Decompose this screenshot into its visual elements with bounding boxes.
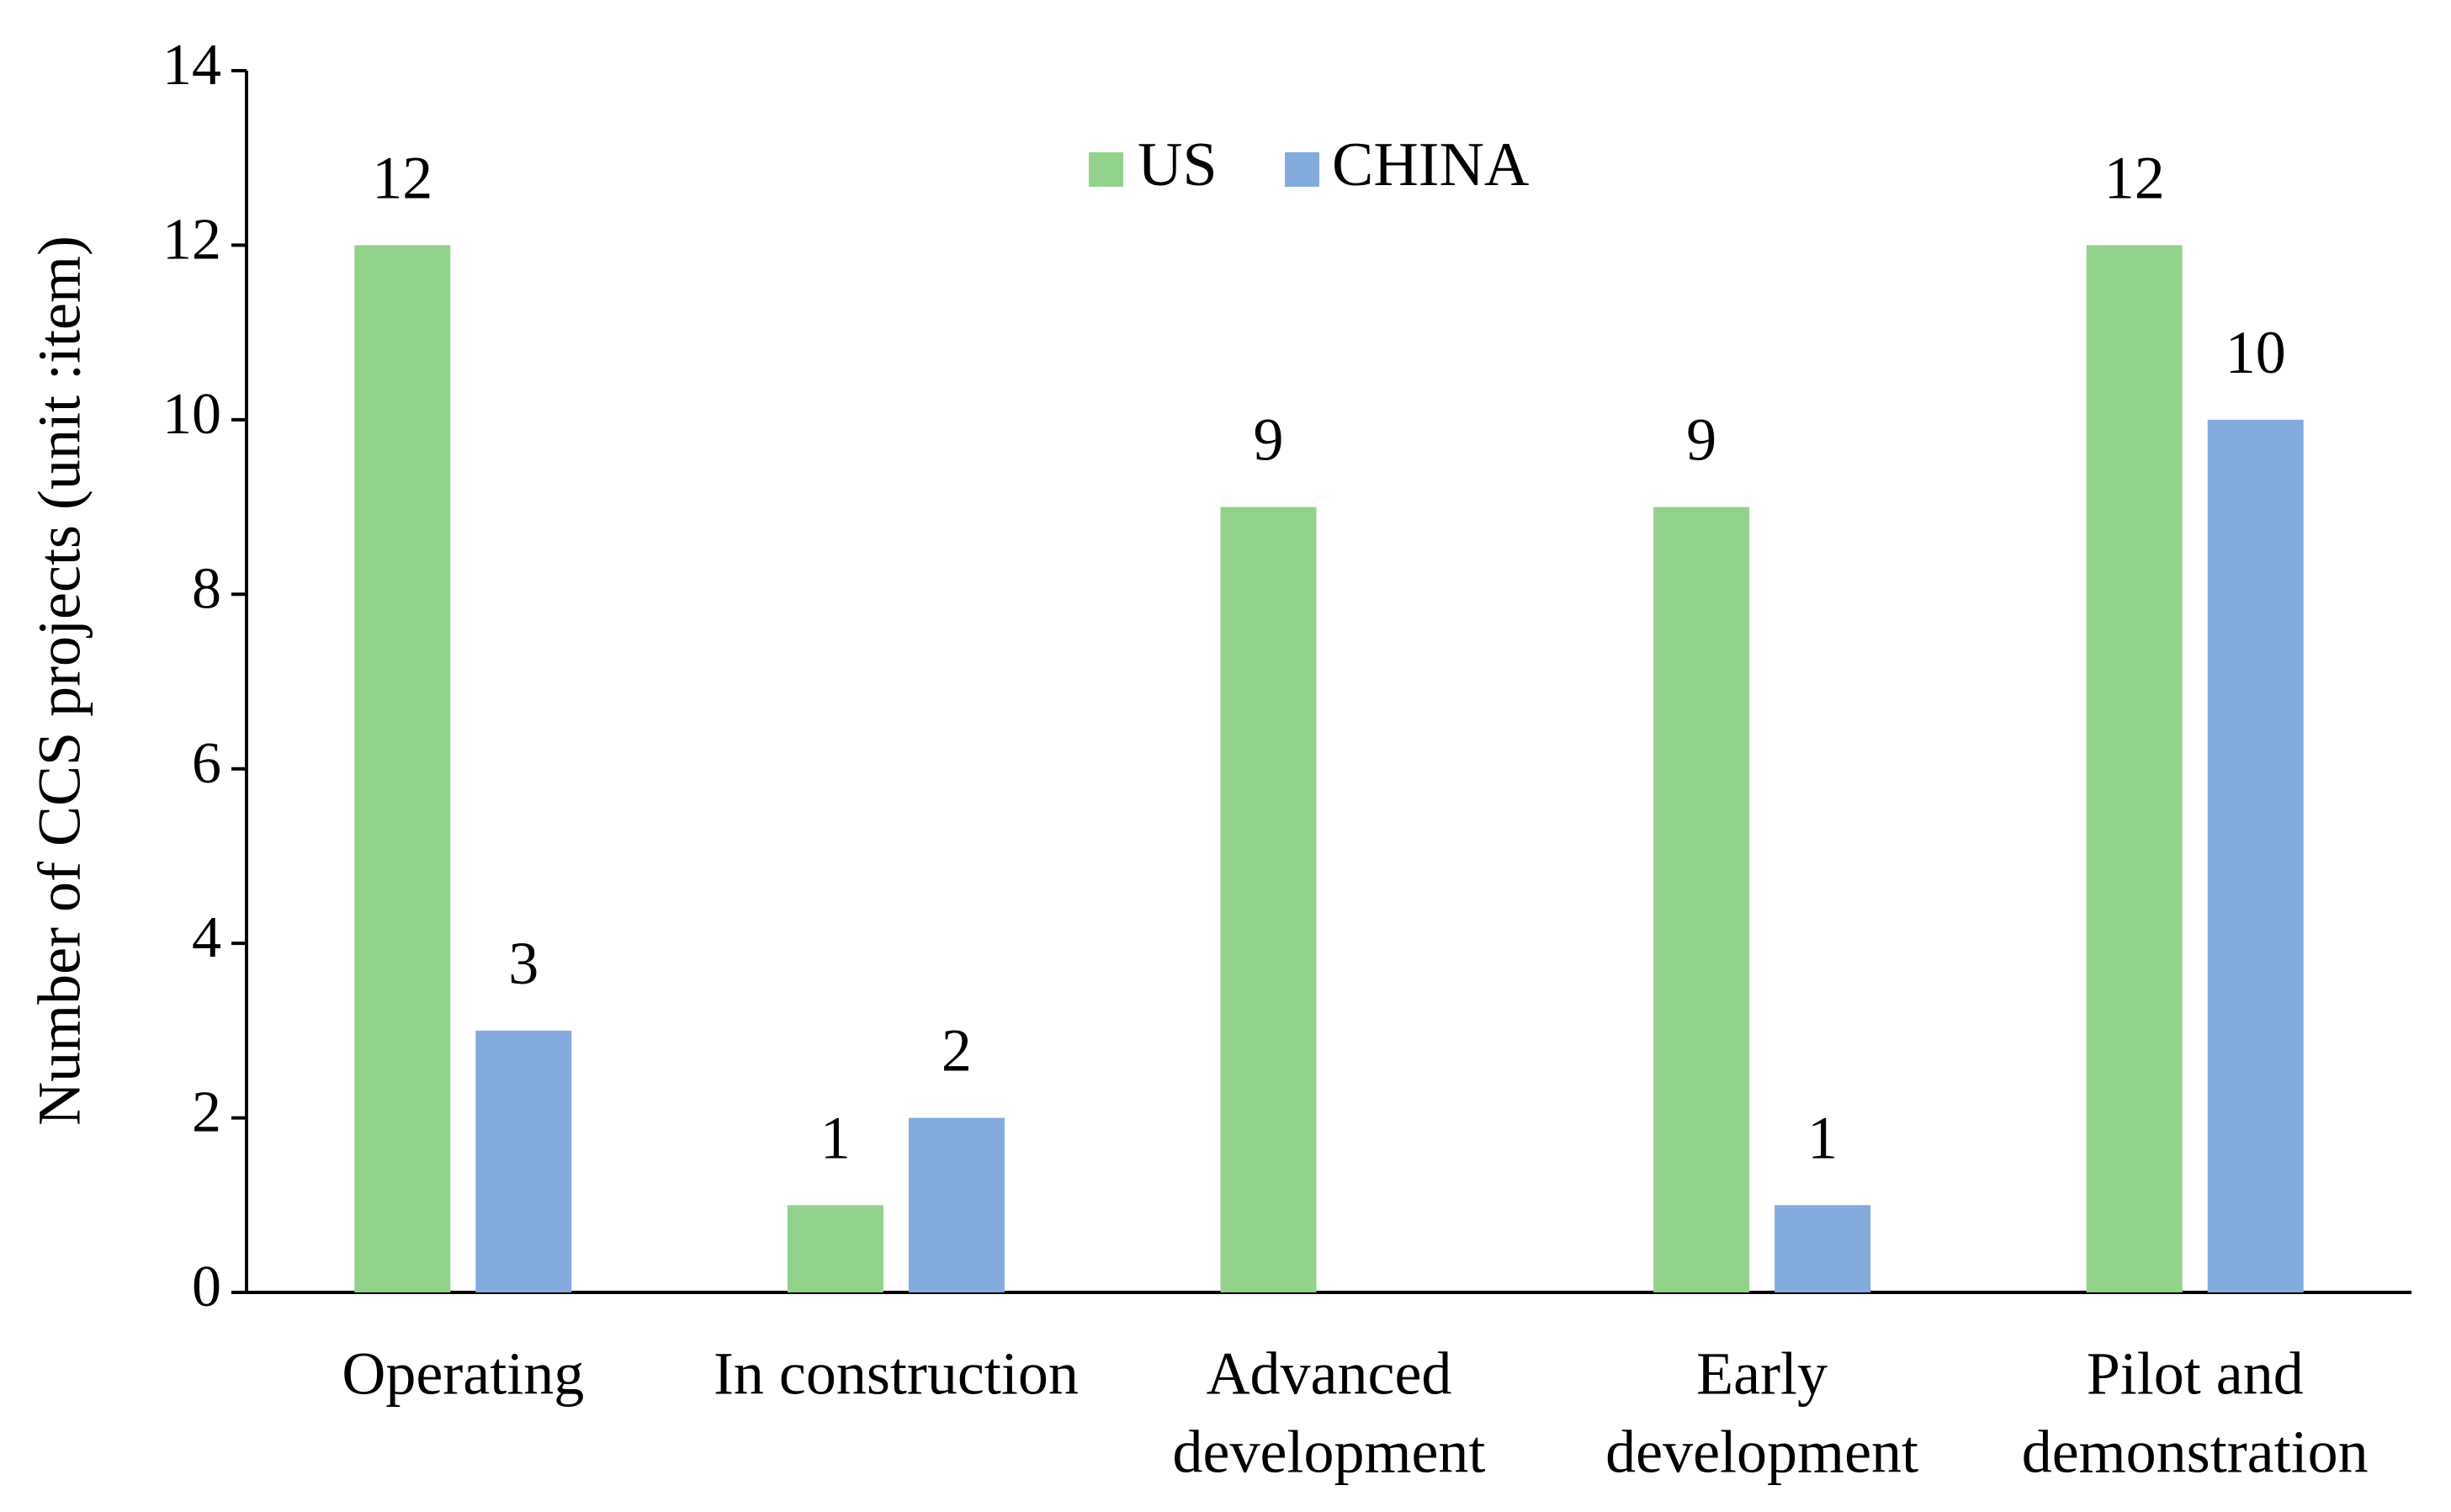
x-tick-label-pilot-and-demonstration-line2: demonstration (2022, 1419, 2369, 1486)
x-tick-label-early-development-line1: Early (1696, 1340, 1828, 1408)
legend-label-china: CHINA (1332, 130, 1529, 199)
bars (354, 245, 2304, 1292)
value-label-china-early-development: 1 (1807, 1104, 1838, 1171)
x-tick-label-advanced-development-line2: development (1173, 1419, 1486, 1486)
y-tick-label-4: 4 (192, 905, 221, 970)
legend-swatch-us (1089, 152, 1123, 187)
value-label-us-early-development: 9 (1686, 406, 1716, 474)
y-tick-label-10: 10 (162, 382, 221, 447)
bar-china-pilot-and-demonstration (2207, 419, 2304, 1292)
x-tick-label-pilot-and-demonstration-line1: Pilot and (2087, 1340, 2304, 1408)
value-label-china-pilot-and-demonstration: 10 (2226, 319, 2286, 386)
category-labels: Operating In construction Advanced developm… (342, 1340, 2368, 1486)
y-tick-label-2: 2 (192, 1080, 221, 1145)
value-label-china-operating: 3 (508, 930, 538, 997)
bar-us-in-construction (787, 1205, 883, 1292)
x-tick-label-in-construction: In construction (714, 1340, 1079, 1408)
y-tick-label-12: 12 (162, 207, 221, 272)
y-tick-label-14: 14 (162, 33, 221, 98)
value-label-us-operating: 12 (372, 144, 432, 211)
legend-label-us: US (1138, 130, 1218, 199)
bar-us-early-development (1653, 507, 1750, 1292)
bar-china-early-development (1775, 1205, 1871, 1292)
bar-us-advanced-development (1220, 507, 1317, 1292)
bar-us-operating (354, 245, 451, 1292)
y-tick-label-8: 8 (192, 556, 221, 621)
value-label-us-advanced-development: 9 (1254, 406, 1284, 474)
bar-us-pilot-and-demonstration (2086, 245, 2183, 1292)
y-tick-label-6: 6 (192, 731, 221, 796)
legend: US CHINA (1089, 130, 1529, 199)
value-label-us-pilot-and-demonstration: 12 (2104, 144, 2165, 211)
legend-swatch-china (1285, 152, 1319, 187)
value-label-china-in-construction: 2 (942, 1017, 972, 1085)
bar-china-in-construction (908, 1117, 1005, 1292)
bar-china-operating (475, 1030, 572, 1292)
value-label-us-in-construction: 1 (820, 1104, 851, 1171)
y-tick-label-0: 0 (192, 1255, 221, 1319)
y-axis-title: Number of CCS projects (unit :item) (26, 236, 93, 1126)
x-tick-label-advanced-development-line1: Advanced (1207, 1340, 1452, 1408)
x-tick-label-early-development-line2: development (1605, 1419, 1918, 1486)
x-tick-label-operating: Operating (342, 1340, 584, 1408)
